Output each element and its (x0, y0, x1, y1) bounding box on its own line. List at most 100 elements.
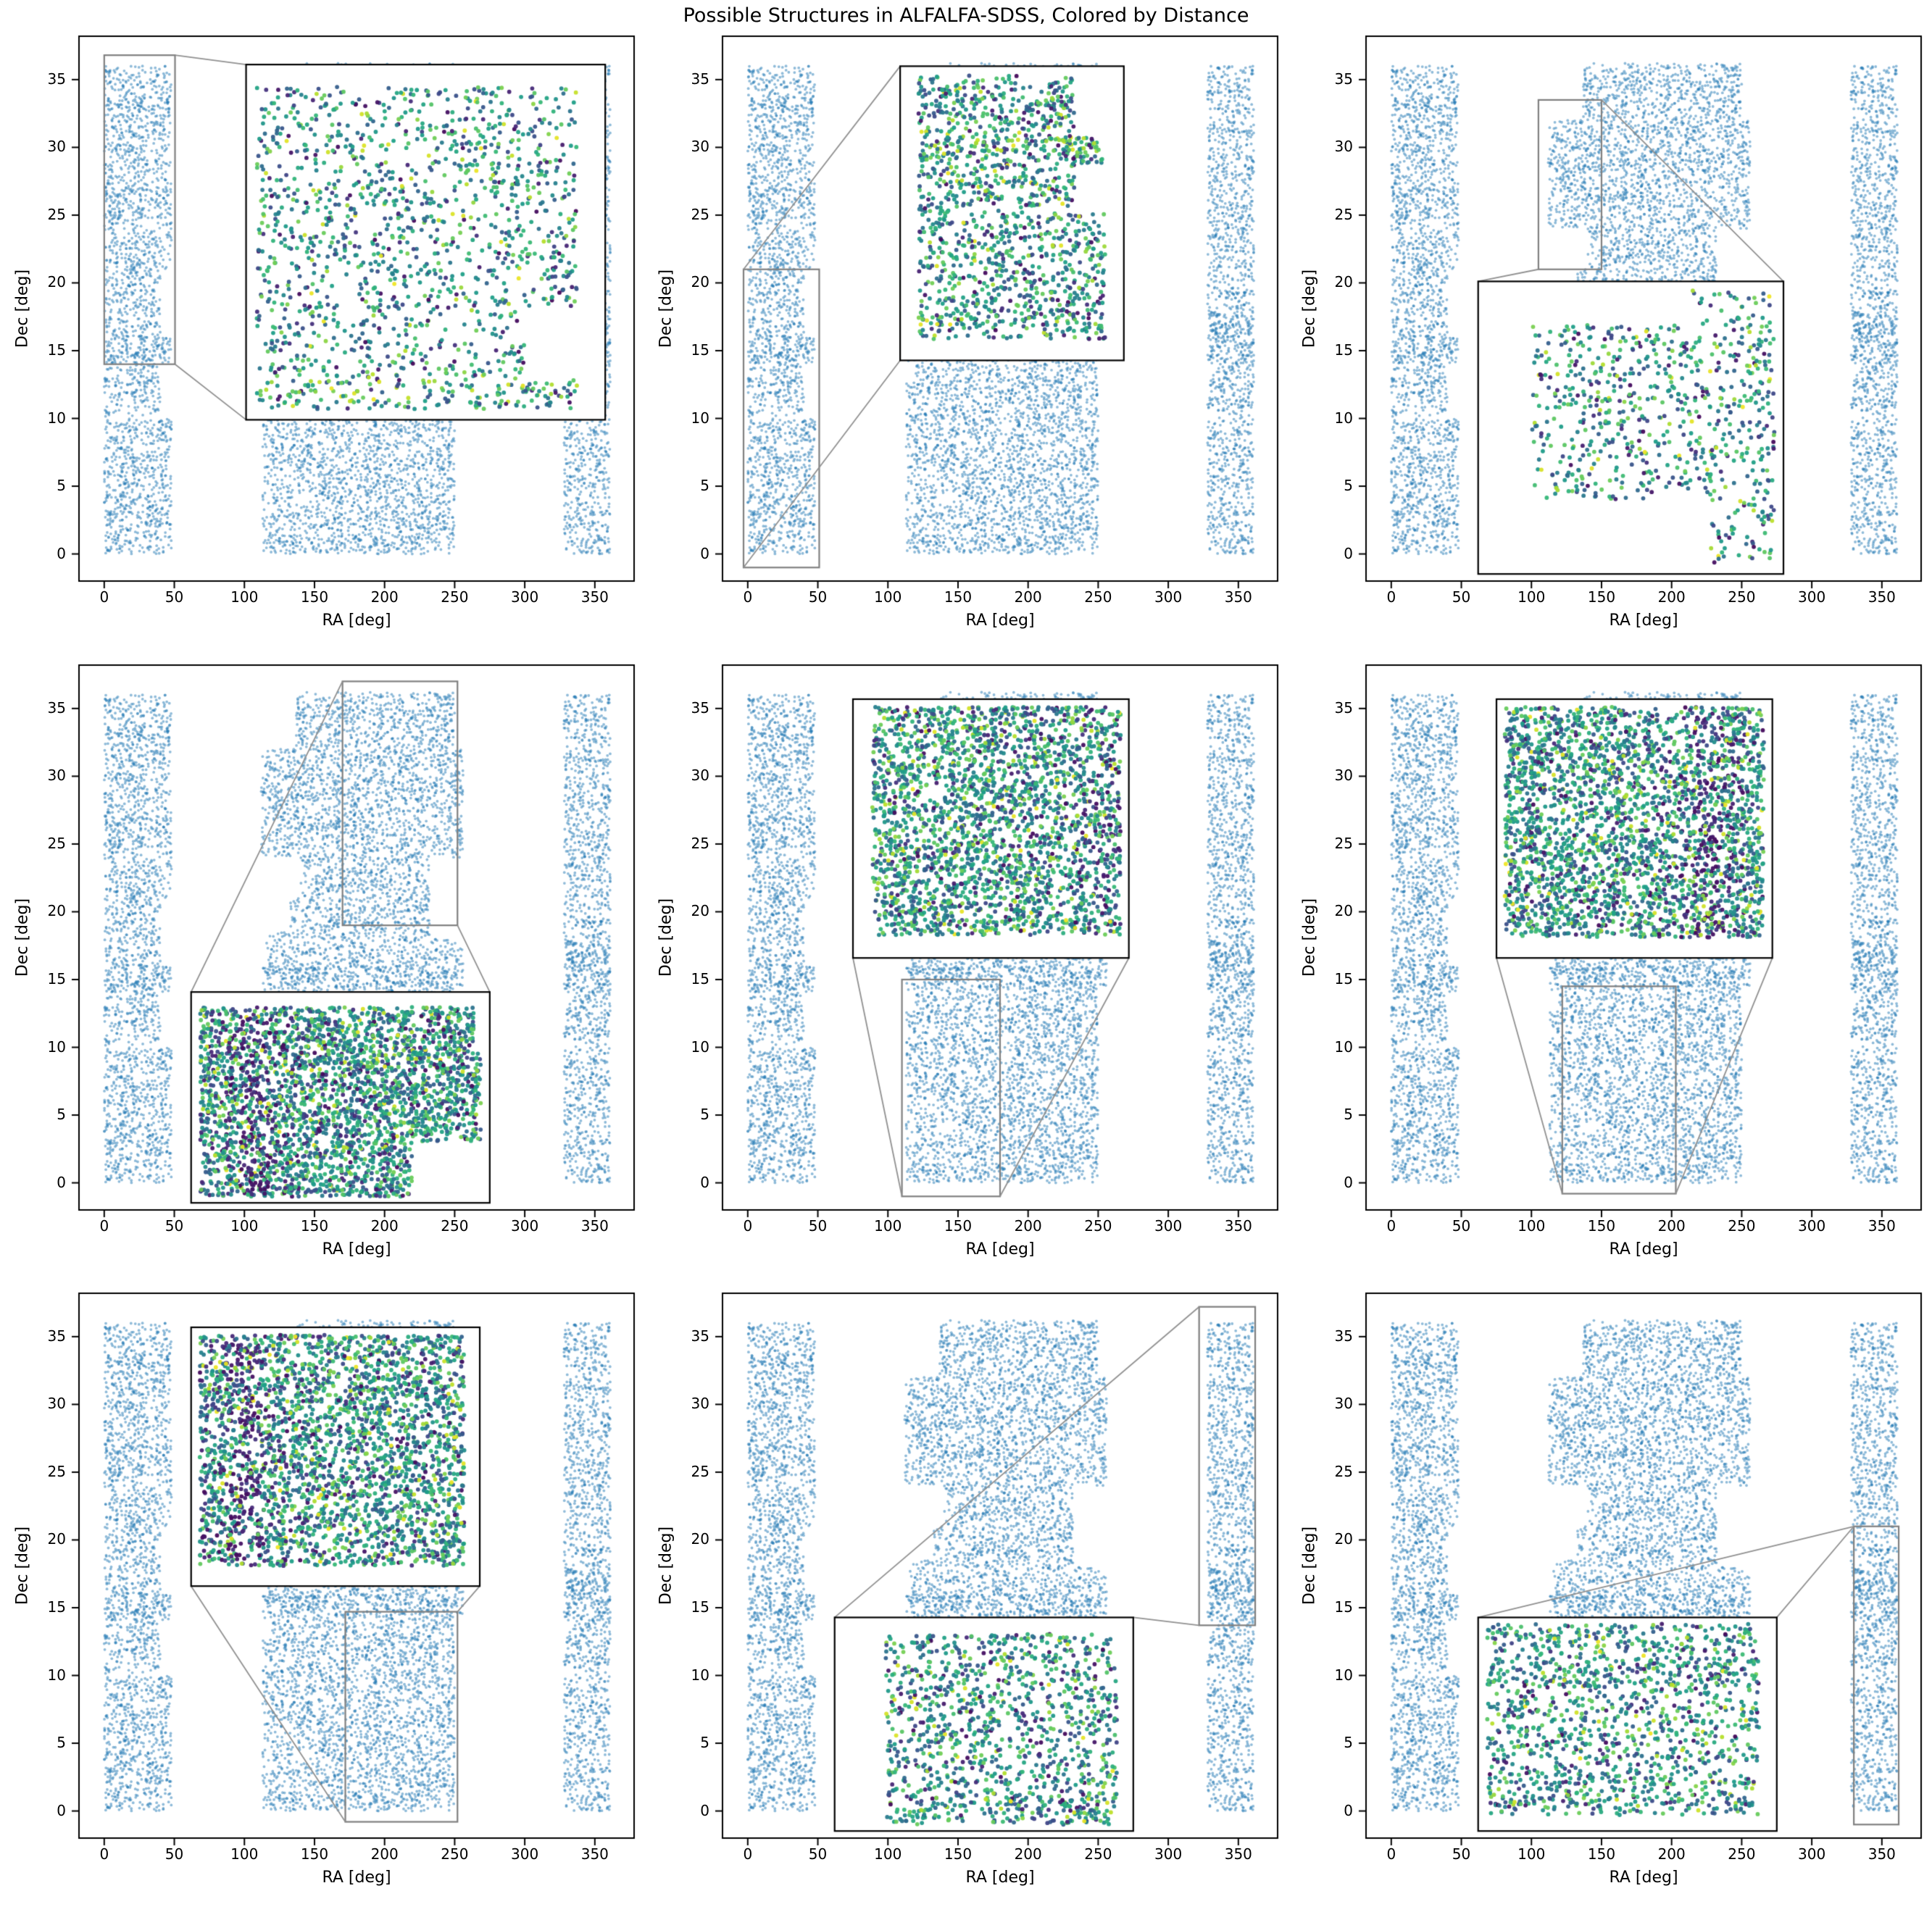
y-tick-label: 25 (47, 1462, 66, 1480)
y-tick-label: 35 (691, 1327, 709, 1345)
x-tick-label: 250 (1084, 588, 1112, 606)
x-tick-label: 200 (1014, 1845, 1042, 1863)
y-tick-label: 15 (1334, 1598, 1353, 1616)
x-tick-label: 100 (230, 588, 259, 606)
x-axis-label: RA [deg] (1609, 1869, 1678, 1887)
x-tick-label: 200 (370, 1845, 399, 1863)
y-tick-label: 25 (691, 1462, 709, 1480)
x-axis-label: RA [deg] (1609, 611, 1678, 630)
y-tick-label: 15 (47, 969, 66, 988)
x-tick-label: 250 (441, 588, 469, 606)
y-tick-label: 5 (57, 477, 66, 495)
y-tick-label: 15 (1334, 341, 1353, 359)
x-tick-label: 250 (441, 1845, 469, 1863)
y-tick-label: 20 (47, 902, 66, 920)
y-axis-label: Dec [deg] (657, 898, 675, 977)
x-axis-label: RA [deg] (1609, 1240, 1678, 1258)
y-tick-label: 10 (47, 409, 66, 427)
y-tick-label: 25 (47, 205, 66, 223)
x-tick-label: 0 (1386, 1217, 1396, 1235)
y-tick-label: 10 (691, 1666, 709, 1684)
x-tick-label: 0 (743, 1845, 753, 1863)
y-tick-label: 0 (1344, 1173, 1353, 1191)
x-axis-label: RA [deg] (322, 1240, 391, 1258)
x-tick-label: 300 (1798, 1845, 1826, 1863)
y-tick-label: 5 (700, 1106, 709, 1124)
y-tick-label: 20 (1334, 1530, 1353, 1548)
figure-title: Possible Structures in ALFALFA-SDSS, Col… (683, 4, 1249, 27)
y-tick-label: 30 (1334, 1395, 1353, 1413)
x-tick-label: 150 (1587, 1217, 1616, 1235)
x-tick-label: 350 (580, 1845, 609, 1863)
subplot-r2c0 (79, 1293, 634, 1838)
y-tick-label: 10 (1334, 1666, 1353, 1684)
x-tick-label: 250 (1728, 588, 1756, 606)
y-tick-label: 30 (1334, 767, 1353, 785)
y-tick-label: 10 (691, 1038, 709, 1056)
x-tick-label: 0 (743, 1217, 753, 1235)
y-tick-label: 0 (1344, 1801, 1353, 1819)
y-tick-label: 10 (691, 409, 709, 427)
x-tick-label: 150 (944, 1217, 973, 1235)
y-tick-label: 30 (691, 767, 709, 785)
y-tick-label: 0 (700, 1173, 709, 1191)
y-axis-label: Dec [deg] (1300, 1526, 1319, 1606)
y-tick-label: 30 (47, 1395, 66, 1413)
y-tick-label: 5 (700, 477, 709, 495)
y-tick-label: 5 (1344, 1734, 1353, 1752)
y-axis-label: Dec [deg] (13, 898, 32, 977)
x-axis-label: RA [deg] (322, 1869, 391, 1887)
x-tick-label: 300 (511, 588, 539, 606)
x-tick-label: 300 (1798, 588, 1826, 606)
subplot-r0c2 (1366, 36, 1921, 581)
x-tick-label: 0 (99, 1217, 109, 1235)
y-axis-label: Dec [deg] (657, 269, 675, 348)
y-tick-label: 35 (47, 1327, 66, 1345)
x-tick-label: 250 (1728, 1217, 1756, 1235)
x-tick-label: 100 (1517, 1217, 1546, 1235)
x-tick-label: 200 (1657, 588, 1686, 606)
y-axis-label: Dec [deg] (13, 1526, 32, 1606)
y-tick-label: 30 (691, 138, 709, 156)
x-tick-label: 350 (1868, 1845, 1896, 1863)
x-axis-label: RA [deg] (965, 1869, 1035, 1887)
x-tick-label: 350 (580, 588, 609, 606)
x-tick-label: 250 (1084, 1845, 1112, 1863)
y-tick-label: 5 (1344, 477, 1353, 495)
y-tick-label: 0 (57, 1801, 66, 1819)
y-tick-label: 35 (691, 70, 709, 88)
subplot-r1c1 (723, 665, 1278, 1210)
y-tick-label: 35 (1334, 1327, 1353, 1345)
x-tick-label: 100 (1517, 588, 1546, 606)
y-tick-label: 15 (1334, 969, 1353, 988)
x-tick-label: 50 (808, 1217, 828, 1235)
x-tick-label: 350 (580, 1217, 609, 1235)
y-axis-label: Dec [deg] (13, 269, 32, 348)
y-tick-label: 25 (691, 834, 709, 852)
x-tick-label: 200 (1014, 588, 1042, 606)
subplot-r2c1 (723, 1293, 1278, 1838)
subplot-r1c2 (1366, 665, 1921, 1210)
y-tick-label: 35 (691, 698, 709, 717)
x-tick-label: 50 (165, 1217, 184, 1235)
x-tick-label: 50 (808, 588, 828, 606)
x-tick-label: 0 (99, 1845, 109, 1863)
x-tick-label: 250 (441, 1217, 469, 1235)
x-tick-label: 300 (1154, 1217, 1183, 1235)
y-tick-label: 30 (47, 767, 66, 785)
y-tick-label: 35 (47, 70, 66, 88)
x-tick-label: 200 (1657, 1217, 1686, 1235)
x-tick-label: 100 (1517, 1845, 1546, 1863)
y-tick-label: 15 (691, 1598, 709, 1616)
y-tick-label: 25 (47, 834, 66, 852)
y-tick-label: 10 (47, 1666, 66, 1684)
x-tick-label: 150 (1587, 588, 1616, 606)
x-axis-label: RA [deg] (965, 1240, 1035, 1258)
x-tick-label: 150 (300, 1845, 329, 1863)
x-tick-label: 300 (1798, 1217, 1826, 1235)
x-tick-label: 150 (300, 1217, 329, 1235)
y-tick-label: 15 (47, 341, 66, 359)
x-tick-label: 100 (230, 1845, 259, 1863)
x-tick-label: 150 (944, 588, 973, 606)
subplot-r0c1 (723, 36, 1278, 581)
